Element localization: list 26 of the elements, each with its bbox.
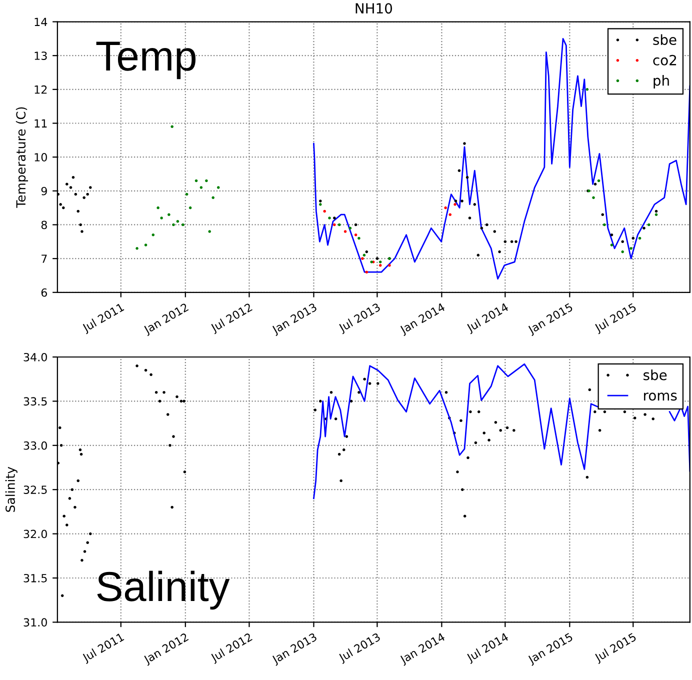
y-tick-label: 33.0 [24, 441, 47, 450]
annotation: Temp [96, 42, 196, 80]
y-tick-label: 10 [34, 153, 47, 162]
y-tick-label: 31.0 [24, 618, 47, 627]
annotation: Salinity [97, 570, 230, 610]
y-tick-label: 34.0 [24, 352, 47, 362]
y-tick-label: 8 [41, 220, 47, 230]
y-tick-label: 33.5 [24, 397, 47, 406]
y-tick-label: 31.5 [24, 574, 47, 582]
legend-label: co2 [653, 54, 676, 66]
y-tick-label: 11 [34, 119, 47, 128]
y-axis-title: Salinity [5, 466, 18, 512]
legend-label: ph [654, 75, 669, 88]
y-tick-label: 32.0 [24, 530, 47, 538]
legend-label: sbe [644, 370, 667, 380]
y-tick-label: 6 [41, 288, 48, 297]
y-tick-label: 32.5 [24, 486, 47, 494]
y-tick-label: 14 [34, 18, 48, 26]
y-tick-label: 12 [34, 85, 47, 94]
y-axis-title: Temperature (C) [16, 107, 28, 208]
chart-title: NH10 [356, 3, 392, 14]
legend-label: roms [644, 392, 677, 401]
y-tick-label: 13 [34, 52, 47, 60]
y-tick-label: 9 [41, 186, 47, 196]
y-tick-label: 7 [42, 254, 47, 263]
legend-label: sbe [653, 34, 676, 46]
